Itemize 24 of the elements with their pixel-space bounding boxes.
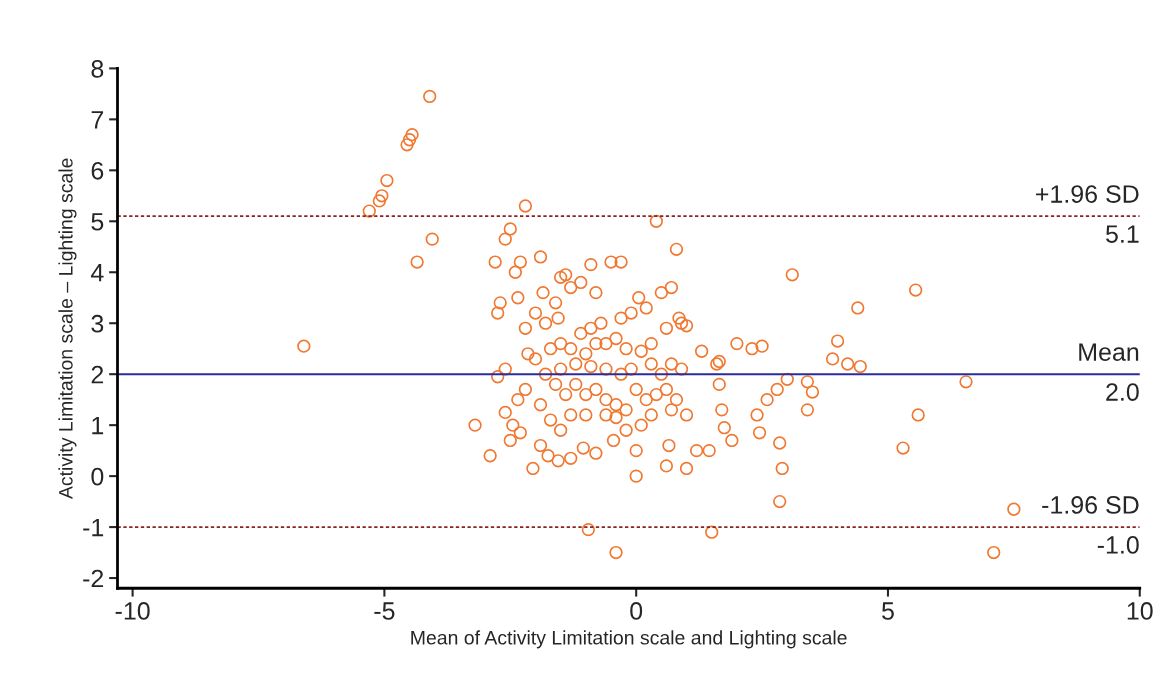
ref-line-label: -1.96 SD xyxy=(1042,496,1139,514)
x-tick-label: 5 xyxy=(882,602,894,620)
x-tick-label: 10 xyxy=(1127,602,1153,620)
annotation: 2.0 xyxy=(1106,383,1139,401)
y-tick-label: 1 xyxy=(92,417,104,435)
x-tick-label: -5 xyxy=(374,602,395,620)
y-tick-label: -2 xyxy=(83,569,104,588)
ref-line-label: Mean xyxy=(1079,343,1139,361)
y-tick-label: 7 xyxy=(91,111,104,129)
annotation: 5.1 xyxy=(1106,225,1139,243)
ref-line-label: +1.96 SD xyxy=(1036,185,1139,203)
x-tick-label: 0 xyxy=(630,602,643,620)
y-tick-label: 6 xyxy=(91,161,104,180)
y-tick-label: 3 xyxy=(91,314,104,333)
y-axis-title: Activity Limitation scale – Lighting scale xyxy=(58,158,77,500)
y-tick-label: 8 xyxy=(91,60,104,78)
annotation: -1.0 xyxy=(1097,536,1139,554)
y-tick-label: 2 xyxy=(91,365,104,384)
x-axis-title: Mean of Activity Limitation scale and Lighting scale xyxy=(411,630,847,649)
y-tick-label: 0 xyxy=(91,467,104,486)
y-tick-label: -1 xyxy=(83,518,104,537)
x-tick-label: -10 xyxy=(115,602,150,620)
y-tick-label: 4 xyxy=(90,264,104,282)
y-tick-label: 5 xyxy=(91,213,104,231)
